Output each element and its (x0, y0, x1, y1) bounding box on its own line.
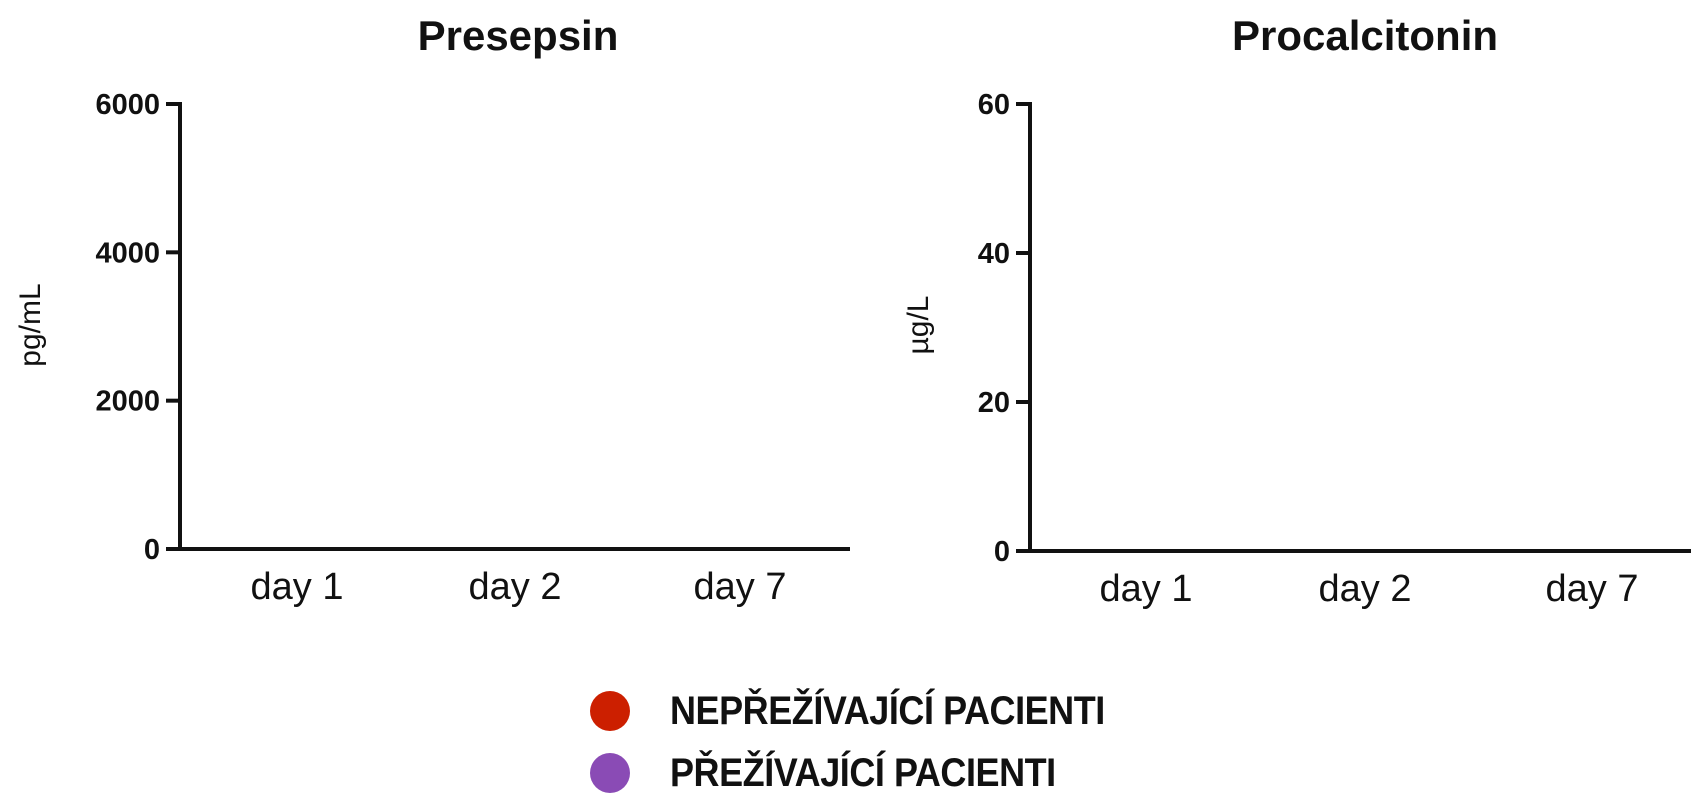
y-tick-label-procalcitonin-0: 0 (994, 536, 1010, 568)
legend-dot-red (590, 691, 630, 731)
legend-dot-purple (590, 753, 630, 793)
y-tick-label-presepsin-0: 0 (144, 534, 160, 566)
y-tick-label-procalcitonin-2: 40 (978, 238, 1010, 270)
chart-title-presepsin: Presepsin (418, 12, 619, 59)
x-tick-label-presepsin-1: day 2 (469, 566, 562, 608)
x-tick-label-procalcitonin-2: day 7 (1546, 568, 1639, 610)
y-tick-label-procalcitonin-3: 60 (978, 89, 1010, 121)
y-tick-label-presepsin-3: 6000 (95, 89, 160, 121)
y-tick-label-procalcitonin-1: 20 (978, 387, 1010, 419)
legend: NEPŘEŽÍVAJÍCÍ PACIENTI PŘEŽÍVAJÍCÍ PACIE… (590, 680, 1153, 804)
x-tick-label-presepsin-2: day 7 (694, 566, 787, 608)
y-tick-label-presepsin-2: 4000 (95, 237, 160, 269)
y-axis-label-procalcitonin: µg/L (902, 296, 935, 355)
legend-item-non-survivors: NEPŘEŽÍVAJÍCÍ PACIENTI (590, 680, 1153, 742)
x-tick-label-procalcitonin-0: day 1 (1100, 568, 1193, 610)
legend-label-non-survivors: NEPŘEŽÍVAJÍCÍ PACIENTI (670, 688, 1105, 733)
x-tick-label-procalcitonin-1: day 2 (1319, 568, 1412, 610)
y-tick-label-presepsin-1: 2000 (95, 386, 160, 418)
chart-title-procalcitonin: Procalcitonin (1232, 12, 1498, 59)
y-axis-label-presepsin: pg/mL (14, 283, 47, 366)
legend-label-survivors: PŘEŽÍVAJÍCÍ PACIENTI (670, 750, 1056, 795)
legend-item-survivors: PŘEŽÍVAJÍCÍ PACIENTI (590, 742, 1153, 804)
x-tick-label-presepsin-0: day 1 (251, 566, 344, 608)
charts-area: Presepsin pg/mL 0 2000 4000 6000 day 1 day 2 day… (14, 12, 1691, 610)
